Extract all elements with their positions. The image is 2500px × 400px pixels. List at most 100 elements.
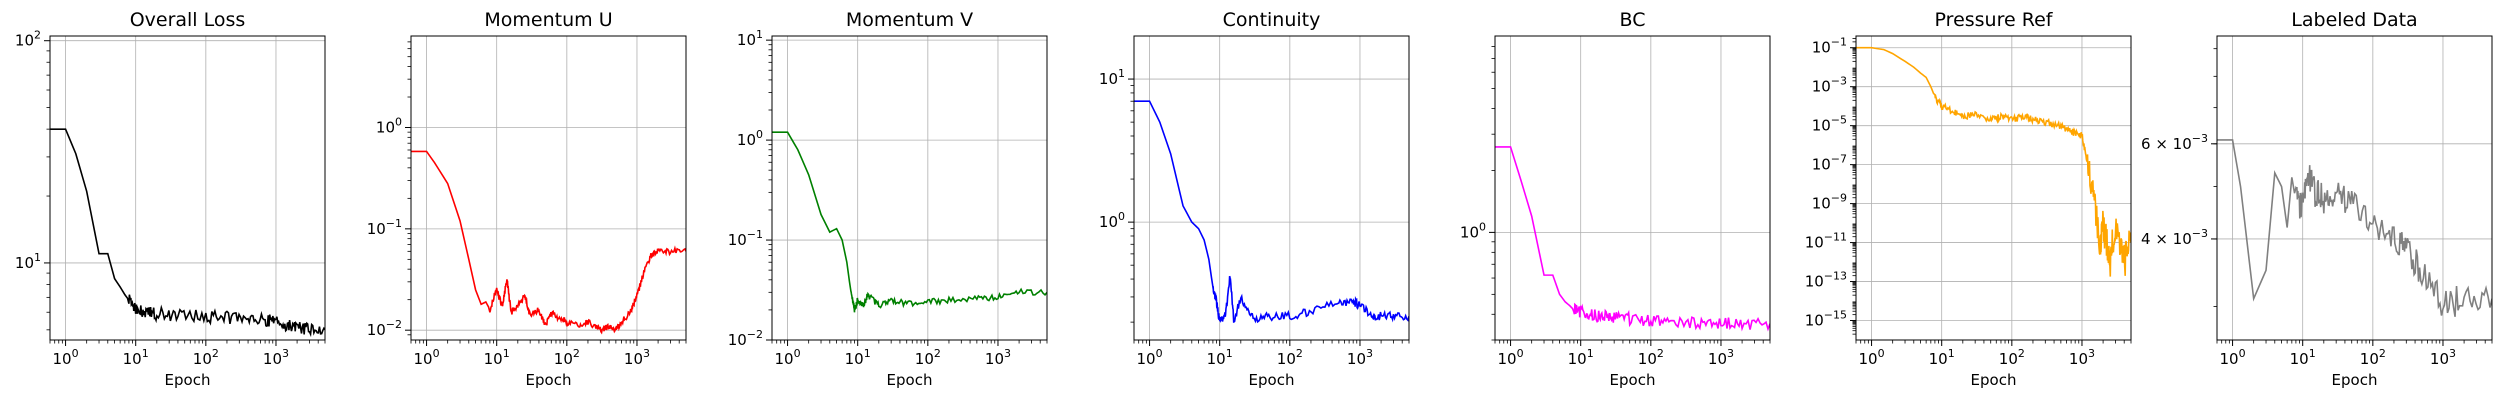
y-tick-label: 10−1	[728, 228, 763, 249]
chart-title: Momentum V	[846, 9, 973, 31]
x-tick-label-exponent: 1	[1587, 347, 1594, 360]
x-tick-label: 101	[845, 347, 871, 368]
x-tick-label: 100	[53, 347, 79, 368]
x-tick-label-exponent: 1	[864, 347, 871, 360]
y-tick-label-exponent: 0	[1118, 210, 1125, 223]
y-tick-label-exponent: −1	[386, 217, 402, 230]
x-tick-label-exponent: 1	[1226, 347, 1233, 360]
y-tick-label: 101	[737, 28, 763, 49]
x-tick-label: 103	[2069, 347, 2095, 368]
x-tick-label-exponent: 3	[643, 347, 650, 360]
y-tick-label: 10−9	[1812, 192, 1847, 213]
x-tick-label: 103	[2430, 347, 2456, 368]
x-tick-label: 102	[1999, 347, 2025, 368]
y-tick-label: 100	[376, 116, 402, 137]
x-tick-label: 102	[915, 347, 941, 368]
y-tick-label: 100	[1099, 210, 1125, 231]
y-tick-label: 10−2	[367, 318, 402, 339]
y-tick-label-exponent: 0	[756, 128, 763, 141]
x-tick-label-exponent: 1	[2309, 347, 2316, 360]
x-tick-label: 102	[1277, 347, 1303, 368]
y-tick-label-exponent: −3	[2192, 132, 2208, 145]
y-tick-label: 6 × 10−3	[2141, 132, 2208, 153]
x-tick-label: 103	[1347, 347, 1373, 368]
x-tick-label: 100	[1137, 347, 1163, 368]
y-tick-label-exponent: −13	[1824, 270, 1847, 283]
x-tick-label-exponent: 0	[2239, 347, 2246, 360]
axes-frame	[410, 35, 687, 341]
x-tick-label-exponent: 2	[2018, 347, 2025, 360]
x-tick-label-exponent: 0	[1878, 347, 1885, 360]
series-line	[2217, 139, 2492, 317]
y-tick-label: 102	[15, 29, 41, 50]
x-tick-label: 101	[1568, 347, 1594, 368]
x-tick-label: 100	[1859, 347, 1885, 368]
series-line	[411, 150, 686, 335]
series-line	[772, 131, 1047, 313]
y-tick-label: 4 × 10−3	[2141, 227, 2208, 248]
axes-frame	[49, 35, 326, 341]
y-tick-label: 10−13	[1805, 270, 1847, 291]
y-tick-label-exponent: −7	[1831, 153, 1847, 166]
x-tick-label: 100	[414, 347, 440, 368]
y-tick-label-exponent: 0	[1479, 220, 1486, 233]
x-tick-label: 103	[1708, 347, 1734, 368]
x-tick-label-exponent: 0	[1517, 347, 1524, 360]
y-tick-label: 10−1	[367, 217, 402, 238]
y-tick-label: 10−1	[1812, 36, 1847, 57]
y-tick-label-exponent: −2	[747, 328, 763, 341]
y-tick-label-exponent: 1	[34, 251, 41, 264]
axes-frame	[771, 35, 1048, 341]
y-tick-label-exponent: −9	[1831, 192, 1847, 205]
x-axis-label: Epoch	[165, 371, 211, 389]
x-axis-label: Epoch	[1971, 371, 2017, 389]
y-tick-label: 10−5	[1812, 114, 1847, 135]
x-tick-label: 102	[554, 347, 580, 368]
x-tick-label-exponent: 1	[142, 347, 149, 360]
x-tick-label: 101	[484, 347, 510, 368]
x-tick-label-exponent: 2	[212, 347, 219, 360]
x-tick-label-exponent: 2	[2379, 347, 2386, 360]
x-axis-label: Epoch	[1610, 371, 1656, 389]
x-tick-label-exponent: 3	[2449, 347, 2456, 360]
x-axis-label: Epoch	[887, 371, 933, 389]
x-tick-label: 101	[2290, 347, 2316, 368]
x-tick-label-exponent: 1	[503, 347, 510, 360]
series-line	[1134, 100, 1409, 324]
axes-frame	[1133, 35, 1410, 341]
y-tick-label-exponent: −5	[1831, 114, 1847, 127]
series-line	[1495, 146, 1770, 332]
x-tick-label-exponent: 3	[282, 347, 289, 360]
y-tick-label: 10−11	[1805, 231, 1847, 252]
x-tick-label-exponent: 2	[1296, 347, 1303, 360]
series-line	[50, 128, 325, 338]
x-tick-label: 100	[2220, 347, 2246, 368]
x-tick-label-exponent: 2	[573, 347, 580, 360]
chart-title: Momentum U	[484, 9, 612, 31]
x-tick-label: 100	[775, 347, 801, 368]
x-tick-label-exponent: 0	[433, 347, 440, 360]
x-tick-label: 102	[1638, 347, 1664, 368]
x-tick-label: 102	[2360, 347, 2386, 368]
y-tick-label: 10−2	[728, 328, 763, 349]
x-tick-label: 103	[263, 347, 289, 368]
x-tick-label-exponent: 0	[794, 347, 801, 360]
y-tick-label-exponent: −15	[1824, 309, 1847, 322]
x-tick-label: 103	[624, 347, 650, 368]
x-tick-label: 101	[1207, 347, 1233, 368]
x-tick-label: 100	[1498, 347, 1524, 368]
x-axis-label: Epoch	[2332, 371, 2378, 389]
axes-frame	[2216, 35, 2493, 341]
x-tick-label: 101	[1929, 347, 1955, 368]
x-axis-label: Epoch	[1249, 371, 1295, 389]
chart-title: Continuity	[1223, 9, 1321, 31]
y-tick-label: 101	[1099, 67, 1125, 88]
